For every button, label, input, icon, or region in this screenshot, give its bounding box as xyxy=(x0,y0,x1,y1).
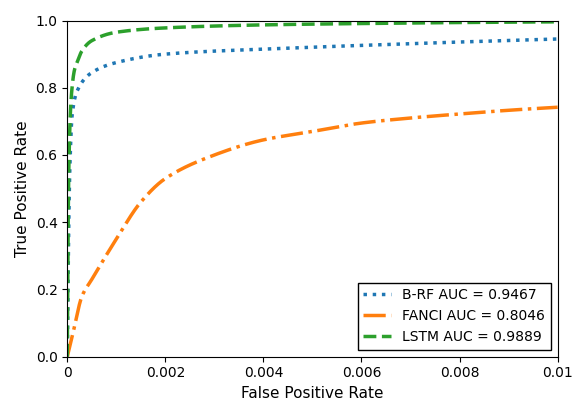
FANCI AUC = 0.8046 xyxy=(153,183,160,188)
Y-axis label: True Positive Rate: True Positive Rate xyxy=(15,120,30,257)
LSTM AUC = 0.9889 xyxy=(153,26,160,31)
FANCI AUC = 0.8046 xyxy=(358,121,365,126)
B-RF AUC = 0.9467 xyxy=(153,52,160,57)
X-axis label: False Positive Rate: False Positive Rate xyxy=(241,386,384,401)
Legend: B-RF AUC = 0.9467, FANCI AUC = 0.8046, LSTM AUC = 0.9889: B-RF AUC = 0.9467, FANCI AUC = 0.8046, L… xyxy=(358,283,551,350)
LSTM AUC = 0.9889 xyxy=(64,354,71,359)
FANCI AUC = 0.8046 xyxy=(383,118,390,123)
B-RF AUC = 0.9467 xyxy=(430,40,437,45)
FANCI AUC = 0.8046 xyxy=(554,105,561,110)
LSTM AUC = 0.9889 xyxy=(467,20,474,25)
FANCI AUC = 0.8046 xyxy=(64,354,71,359)
B-RF AUC = 0.9467 xyxy=(383,42,390,47)
LSTM AUC = 0.9889 xyxy=(251,22,258,27)
FANCI AUC = 0.8046 xyxy=(430,114,437,119)
B-RF AUC = 0.9467 xyxy=(554,37,561,42)
FANCI AUC = 0.8046 xyxy=(251,139,258,144)
Line: B-RF AUC = 0.9467: B-RF AUC = 0.9467 xyxy=(67,39,557,357)
B-RF AUC = 0.9467 xyxy=(358,43,365,48)
FANCI AUC = 0.8046 xyxy=(467,111,474,116)
Line: LSTM AUC = 0.9889: LSTM AUC = 0.9889 xyxy=(67,22,557,357)
LSTM AUC = 0.9889 xyxy=(554,20,561,25)
B-RF AUC = 0.9467 xyxy=(251,47,258,52)
B-RF AUC = 0.9467 xyxy=(64,354,71,359)
B-RF AUC = 0.9467 xyxy=(467,39,474,44)
LSTM AUC = 0.9889 xyxy=(358,21,365,26)
Line: FANCI AUC = 0.8046: FANCI AUC = 0.8046 xyxy=(67,107,557,357)
LSTM AUC = 0.9889 xyxy=(383,21,390,26)
LSTM AUC = 0.9889 xyxy=(430,20,437,25)
